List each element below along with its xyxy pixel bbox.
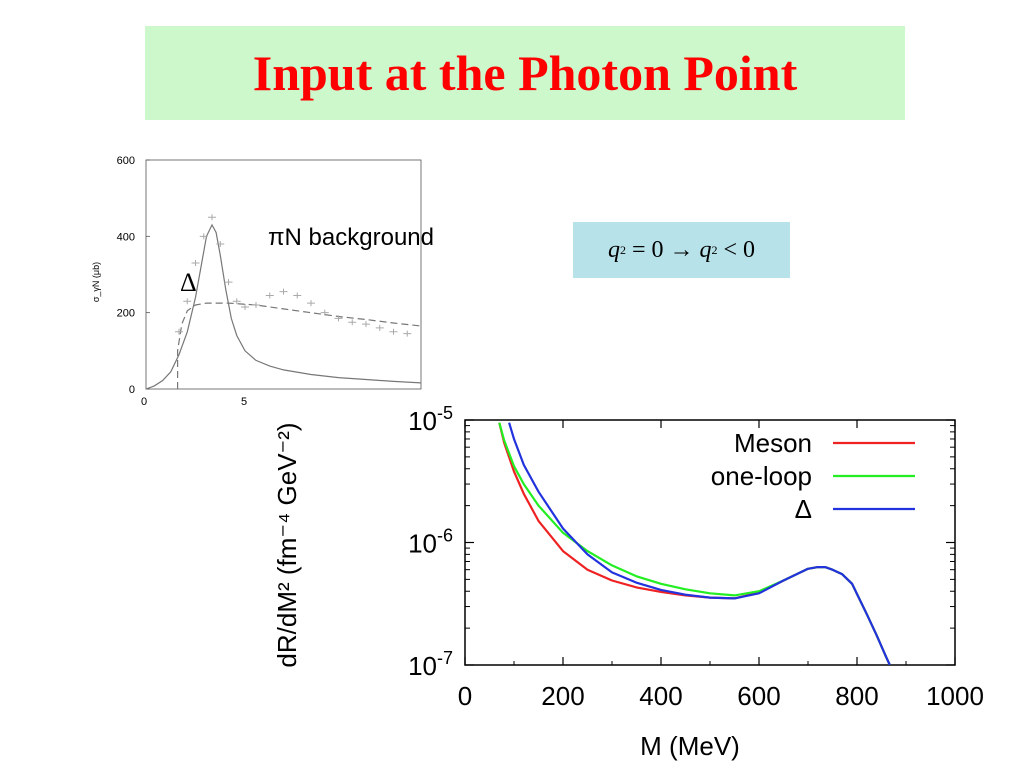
inset-y-tick-label: 0 <box>129 384 135 396</box>
main-x-tick-label: 0 <box>458 681 472 711</box>
inset-data-marker <box>320 309 329 316</box>
formula-rhs-var: q <box>699 236 712 263</box>
inset-plot-frame <box>145 159 422 390</box>
pin-background-label: πN background <box>268 224 434 251</box>
inset-data-marker <box>191 260 200 267</box>
main-plot-frame <box>464 419 956 666</box>
main-y-axis-label: dR/dM² (fm⁻⁴ GeV⁻²) <box>272 422 302 667</box>
main-curves-group <box>498 422 891 665</box>
inset-y-tick-label: 400 <box>117 231 135 243</box>
inset-data-marker <box>232 298 241 305</box>
title-banner: Input at the Photon Point <box>145 26 905 120</box>
inset-data-marker <box>307 300 315 307</box>
inset-data-marker <box>293 292 302 299</box>
inset-data-marker <box>279 288 288 295</box>
main-x-tick-label: 400 <box>639 681 682 711</box>
inset-data-marker <box>216 240 225 247</box>
main-y-tick-label: 10-6 <box>408 526 453 559</box>
inset-x-tick-label: 0 <box>141 396 147 408</box>
inset-background-curve <box>177 302 422 389</box>
inset-data-marker <box>183 298 192 305</box>
delta-label: Δ <box>180 268 197 297</box>
inset-data-marker <box>389 328 398 335</box>
legend-label: Meson <box>734 428 812 458</box>
main-y-tick-label: 10-7 <box>408 648 453 681</box>
series-line-delta <box>508 422 891 665</box>
inset-data-marker <box>199 233 208 240</box>
inset-data-marker <box>362 321 370 328</box>
series-line-meson <box>498 422 891 665</box>
main-y-tick-label: 10-5 <box>408 403 453 436</box>
main-x-axis-label: M (MeV) <box>640 731 740 761</box>
inset-data-marker <box>252 302 260 309</box>
inset-data-marker <box>348 319 357 326</box>
inset-y-tick-label: 200 <box>117 308 135 320</box>
inset-x-tick-label: 5 <box>241 396 247 408</box>
formula-lhs-relation: = 0 → <box>631 236 694 263</box>
inset-data-marker <box>224 279 233 286</box>
inset-data-marker <box>241 303 249 310</box>
inset-data-marker <box>175 328 183 335</box>
inset-y-axis-label: σ_γN (μb) <box>91 262 101 302</box>
slide-title: Input at the Photon Point <box>252 45 798 101</box>
formula-rhs-relation: < 0 <box>723 236 756 263</box>
formula-lhs-exp: 2 <box>619 242 626 257</box>
main-x-tick-label: 800 <box>835 681 878 711</box>
formula-lhs-var: q <box>607 236 620 263</box>
main-x-tick-label: 200 <box>541 681 584 711</box>
inset-y-tick-label: 600 <box>117 155 135 167</box>
inset-data-marker <box>403 330 412 337</box>
main-x-tick-label: 1000 <box>926 681 984 711</box>
inset-data-marker <box>208 214 216 221</box>
formula-rhs-exp: 2 <box>711 242 718 257</box>
legend-label: Δ <box>795 494 812 524</box>
inset-data-marker <box>265 292 274 299</box>
inset-data-marker <box>375 324 384 331</box>
main-x-tick-label: 600 <box>737 681 780 711</box>
legend-label: one-loop <box>711 461 812 491</box>
inset-delta-curve <box>145 223 422 390</box>
inset-data-marker <box>334 315 343 322</box>
